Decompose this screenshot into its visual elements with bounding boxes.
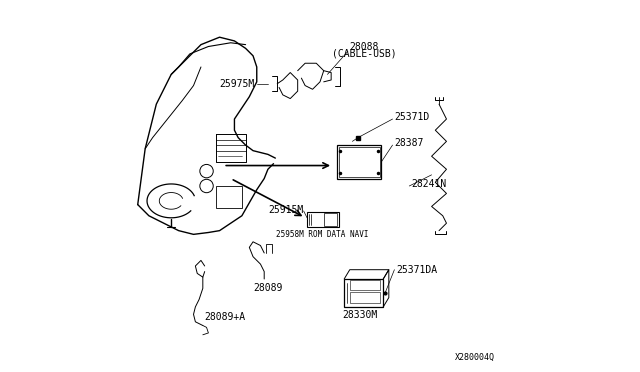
Bar bbox=[324, 213, 337, 226]
Text: 25975M: 25975M bbox=[220, 79, 255, 89]
Bar bbox=[307, 212, 339, 227]
Text: 28387: 28387 bbox=[394, 138, 424, 148]
Text: 28089: 28089 bbox=[253, 283, 283, 293]
Bar bbox=[344, 279, 383, 307]
Bar bbox=[337, 145, 381, 179]
Text: 25915M: 25915M bbox=[268, 205, 303, 215]
Text: 28088: 28088 bbox=[349, 42, 379, 51]
Bar bbox=[349, 292, 380, 303]
Text: 28330M: 28330M bbox=[342, 310, 378, 320]
Text: 25371D: 25371D bbox=[394, 112, 429, 122]
Text: X280004Q: X280004Q bbox=[455, 353, 495, 362]
Bar bbox=[349, 280, 380, 290]
Text: 25371DA: 25371DA bbox=[396, 265, 437, 275]
Text: 25958M ROM DATA NAVI: 25958M ROM DATA NAVI bbox=[276, 230, 368, 239]
Text: 28089+A: 28089+A bbox=[205, 312, 246, 322]
Text: (CABLE-USB): (CABLE-USB) bbox=[332, 49, 396, 59]
Bar bbox=[216, 186, 242, 208]
Text: 28241N: 28241N bbox=[411, 179, 446, 189]
Bar bbox=[339, 147, 380, 177]
